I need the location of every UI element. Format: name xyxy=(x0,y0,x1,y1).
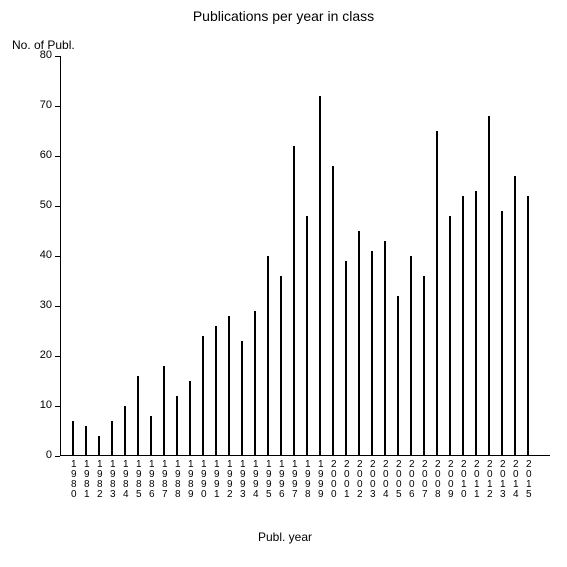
x-tick-label: 1994 xyxy=(253,460,259,500)
bar xyxy=(410,256,412,456)
x-tick-label: 2007 xyxy=(422,460,428,500)
bar xyxy=(215,326,217,456)
y-tick xyxy=(55,106,60,107)
y-tick-label: 20 xyxy=(28,349,52,361)
bar xyxy=(397,296,399,456)
chart-title: Publications per year in class xyxy=(0,8,567,24)
x-tick-label: 2001 xyxy=(344,460,350,500)
bar xyxy=(462,196,464,456)
bar xyxy=(228,316,230,456)
x-tick-label: 2013 xyxy=(500,460,506,500)
x-tick-label: 1998 xyxy=(305,460,311,500)
y-tick-label: 50 xyxy=(28,199,52,211)
x-tick-label: 1999 xyxy=(318,460,324,500)
y-tick-label: 60 xyxy=(28,149,52,161)
bar xyxy=(85,426,87,456)
bar xyxy=(189,381,191,456)
x-tick-label: 1989 xyxy=(188,460,194,500)
x-tick-label: 1991 xyxy=(214,460,220,500)
bar xyxy=(98,436,100,456)
x-tick-label: 1993 xyxy=(240,460,246,500)
x-tick-label: 2010 xyxy=(461,460,467,500)
x-tick-label: 2000 xyxy=(331,460,337,500)
x-tick-label: 1997 xyxy=(292,460,298,500)
x-tick-label: 2012 xyxy=(487,460,493,500)
y-tick-label: 40 xyxy=(28,249,52,261)
x-tick-label: 2015 xyxy=(526,460,532,500)
x-tick-label: 1987 xyxy=(162,460,168,500)
x-tick-label: 1984 xyxy=(123,460,129,500)
x-tick-label: 1992 xyxy=(227,460,233,500)
x-tick-label: 2004 xyxy=(383,460,389,500)
bar xyxy=(358,231,360,456)
bar xyxy=(332,166,334,456)
bar xyxy=(345,261,347,456)
x-tick-label: 1990 xyxy=(201,460,207,500)
bar xyxy=(306,216,308,456)
x-tick-label: 2002 xyxy=(357,460,363,500)
bar xyxy=(150,416,152,456)
x-tick-label: 1982 xyxy=(97,460,103,500)
bar xyxy=(267,256,269,456)
bar xyxy=(384,241,386,456)
x-tick-label: 2011 xyxy=(474,460,480,500)
x-tick-label: 1988 xyxy=(175,460,181,500)
y-tick xyxy=(55,456,60,457)
x-tick-label: 1983 xyxy=(110,460,116,500)
y-tick xyxy=(55,406,60,407)
bar xyxy=(202,336,204,456)
bar xyxy=(371,251,373,456)
y-tick xyxy=(55,156,60,157)
bar xyxy=(449,216,451,456)
bar xyxy=(176,396,178,456)
bar xyxy=(137,376,139,456)
bar xyxy=(241,341,243,456)
bar xyxy=(475,191,477,456)
y-tick xyxy=(55,206,60,207)
y-tick-label: 30 xyxy=(28,299,52,311)
x-tick-label: 1980 xyxy=(71,460,77,500)
x-tick-label: 2008 xyxy=(435,460,441,500)
x-axis-label: Publ. year xyxy=(258,530,312,544)
y-tick xyxy=(55,56,60,57)
plot-area: 0102030405060708019801981198219831984198… xyxy=(60,56,550,456)
y-tick-label: 0 xyxy=(28,449,52,461)
y-tick xyxy=(55,356,60,357)
bar xyxy=(293,146,295,456)
x-tick-label: 1996 xyxy=(279,460,285,500)
bar xyxy=(111,421,113,456)
chart-container: Publications per year in class No. of Pu… xyxy=(0,0,567,567)
y-tick xyxy=(55,306,60,307)
x-tick-label: 2005 xyxy=(396,460,402,500)
bar xyxy=(280,276,282,456)
bar xyxy=(488,116,490,456)
x-tick-label: 1995 xyxy=(266,460,272,500)
x-tick-label: 1981 xyxy=(84,460,90,500)
bar xyxy=(436,131,438,456)
y-tick xyxy=(55,256,60,257)
y-axis xyxy=(60,56,61,456)
bar xyxy=(514,176,516,456)
bar xyxy=(527,196,529,456)
bar xyxy=(124,406,126,456)
bar xyxy=(254,311,256,456)
bar xyxy=(163,366,165,456)
x-tick-label: 1985 xyxy=(136,460,142,500)
x-tick-label: 2014 xyxy=(513,460,519,500)
bar xyxy=(72,421,74,456)
x-tick-label: 1986 xyxy=(149,460,155,500)
y-tick-label: 70 xyxy=(28,99,52,111)
bar xyxy=(501,211,503,456)
x-tick-label: 2009 xyxy=(448,460,454,500)
bar xyxy=(319,96,321,456)
bar xyxy=(423,276,425,456)
x-tick-label: 2006 xyxy=(409,460,415,500)
y-tick-label: 80 xyxy=(28,49,52,61)
x-tick-label: 2003 xyxy=(370,460,376,500)
y-tick-label: 10 xyxy=(28,399,52,411)
